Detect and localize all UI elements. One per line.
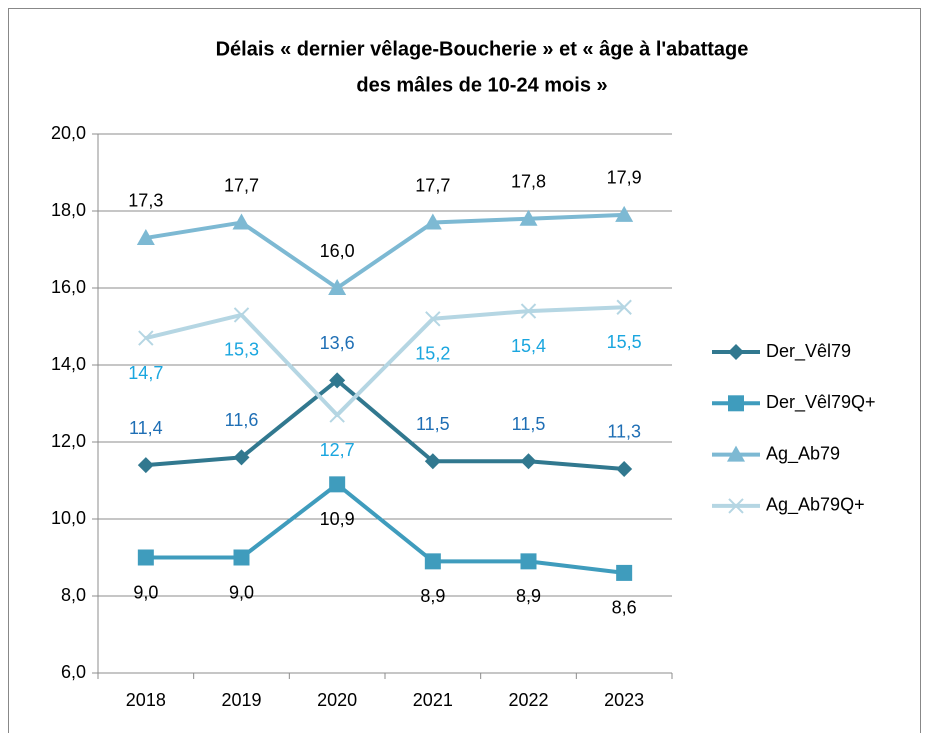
marker [328,279,347,295]
marker [136,228,155,245]
legend-label: Ag_Ab79Q+ [766,495,865,516]
y-tick-label: 8,0 [61,585,86,605]
legend-marker [728,498,744,514]
marker [138,330,154,346]
x-tick-label: 2023 [604,690,644,710]
data-label: 8,9 [516,586,541,606]
data-label: 14,7 [128,363,163,383]
x-tick-label: 2021 [413,690,453,710]
marker [233,449,250,466]
data-label: 11,5 [416,414,450,434]
chart-title: Délais « dernier vêlage-Boucherie » et «… [216,38,749,60]
x-tick-label: 2022 [508,690,548,710]
data-label: 8,6 [612,598,637,618]
data-label: 11,6 [225,410,259,430]
marker [329,407,345,423]
legend-label: Der_Vêl79Q+ [766,392,876,413]
x-tick-label: 2019 [221,690,261,710]
chart-border [8,8,921,733]
marker [232,213,251,230]
x-tick-label: 2018 [126,690,166,710]
data-label: 17,3 [128,191,163,211]
data-label: 15,2 [415,344,450,364]
data-label: 11,4 [129,418,163,438]
marker [520,303,537,319]
marker [424,553,441,570]
legend-label: Ag_Ab79 [766,443,840,464]
data-label: 17,7 [224,175,259,195]
marker [616,299,632,315]
data-label: 17,7 [415,175,450,195]
data-label: 15,4 [511,336,546,356]
legend-marker [728,395,744,412]
data-label: 10,9 [320,509,355,529]
marker [616,460,633,477]
y-tick-label: 10,0 [51,508,86,528]
marker [137,457,154,474]
y-tick-label: 18,0 [51,200,86,220]
series-line [145,305,625,418]
series-line [145,482,625,575]
legend-marker [728,344,744,360]
data-label: 13,6 [320,333,355,353]
marker [519,209,538,226]
data-label: 12,7 [320,440,355,460]
data-label: 16,0 [320,241,355,261]
y-tick-label: 14,0 [51,354,86,374]
data-label: 8,9 [420,586,445,606]
marker [425,311,441,327]
series-line [145,212,625,290]
series-line [145,378,625,471]
data-label: 11,5 [512,414,546,434]
marker [233,549,250,566]
legend-label: Der_Vêl79 [766,341,851,362]
data-label: 17,8 [511,171,546,191]
marker [329,476,346,493]
marker [233,307,250,323]
legend-marker [727,445,745,462]
marker [520,553,537,570]
marker [520,453,537,470]
chart-title: des mâles de 10-24 mois » [356,74,607,96]
marker [423,213,442,230]
data-label: 17,9 [607,168,642,188]
data-label: 15,3 [224,340,259,360]
y-tick-label: 16,0 [51,277,86,297]
y-tick-label: 12,0 [51,431,86,451]
marker [616,564,633,581]
data-label: 9,0 [229,582,254,602]
marker [424,453,441,470]
marker [329,372,346,389]
marker [137,549,154,566]
data-label: 9,0 [133,582,158,602]
data-label: 15,5 [607,332,642,352]
y-tick-label: 20,0 [51,123,86,143]
y-tick-label: 6,0 [61,662,86,682]
marker [615,205,634,222]
data-label: 11,3 [607,422,641,442]
x-tick-label: 2020 [317,690,357,710]
